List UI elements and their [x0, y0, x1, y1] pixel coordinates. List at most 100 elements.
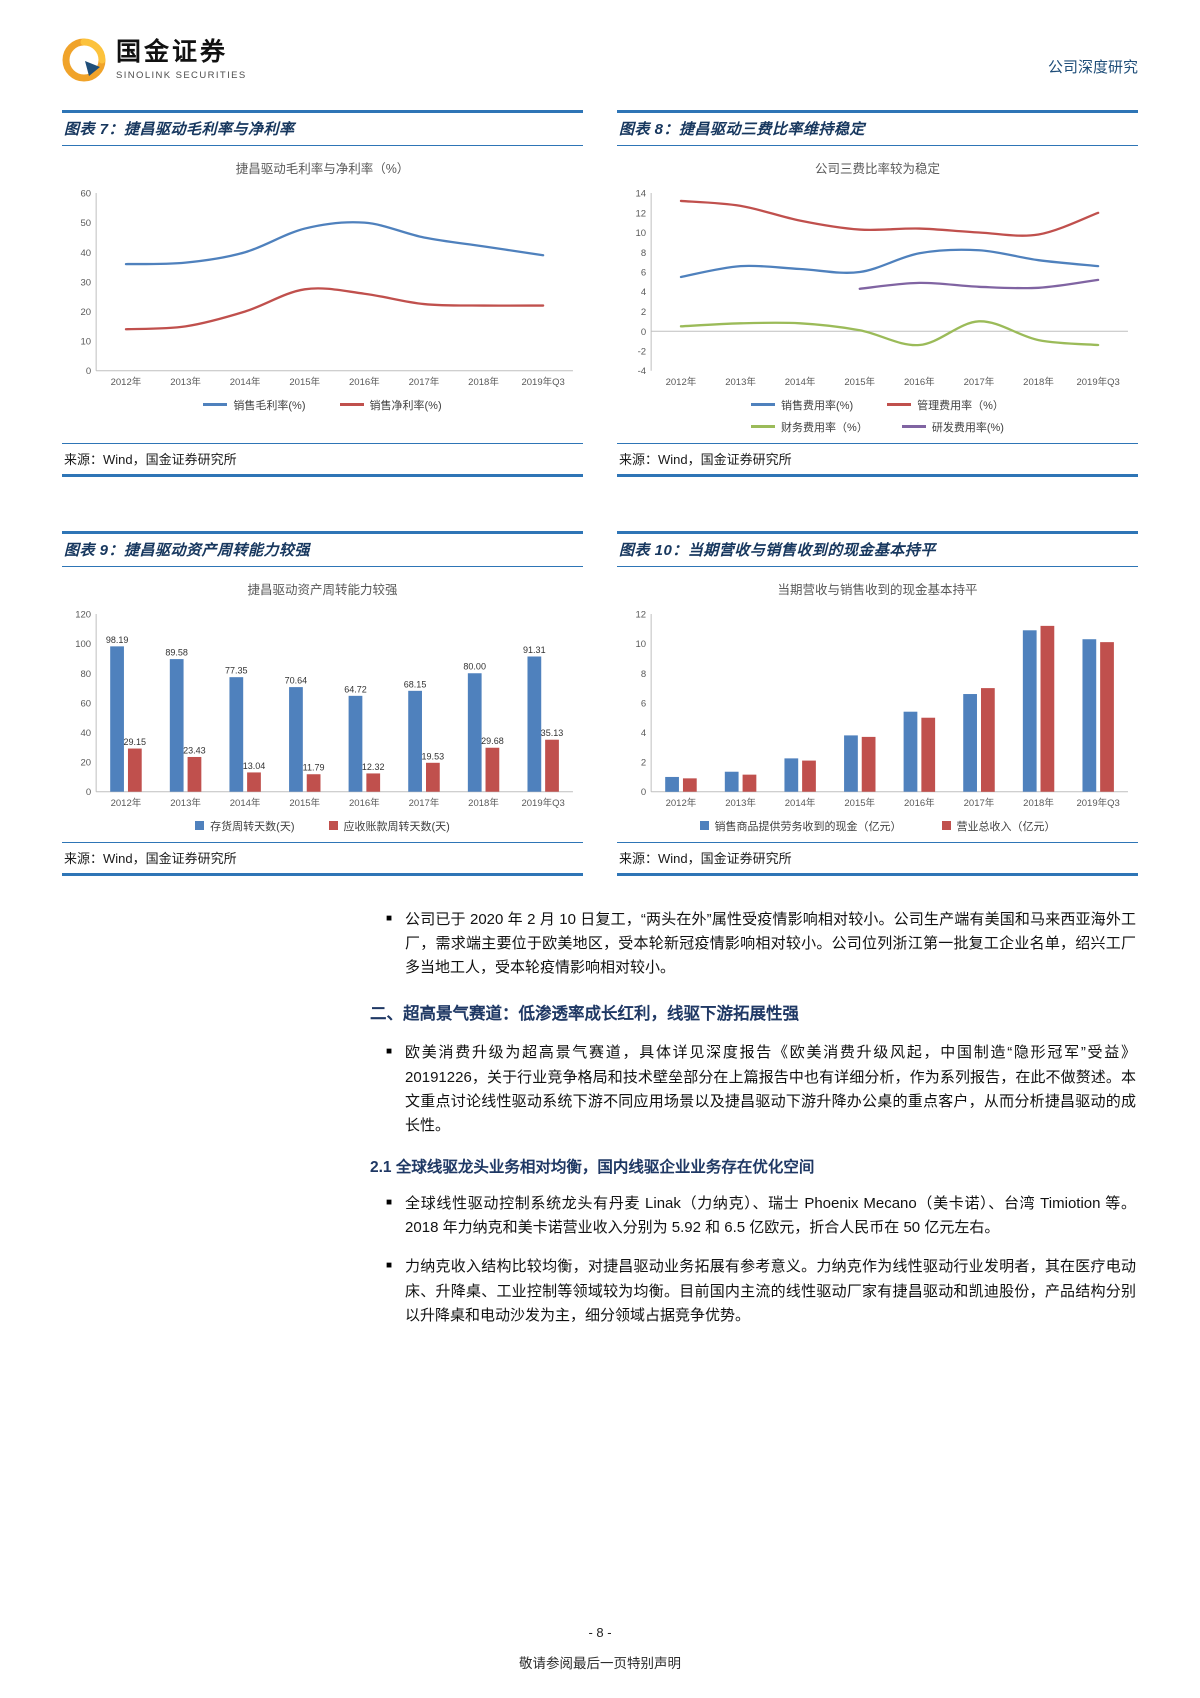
svg-text:30: 30	[81, 277, 92, 288]
legend-square-marker-icon	[195, 821, 205, 831]
chart-7-legend: 销售毛利率(%) 销售净利率(%)	[203, 397, 442, 413]
svg-text:23.43: 23.43	[183, 745, 206, 755]
svg-text:2019年Q3: 2019年Q3	[521, 376, 564, 388]
section-2-1-heading: 2.1 全球线驱龙头业务相对均衡，国内线驱企业业务存在优化空间	[370, 1158, 815, 1176]
legend-label: 研发费用率(%)	[931, 421, 1004, 434]
legend-label: 销售商品提供劳务收到的现金（亿元）	[714, 820, 902, 833]
legend-label: 应收账款周转天数(天)	[343, 820, 450, 833]
svg-text:8: 8	[641, 248, 646, 259]
svg-text:2017年: 2017年	[964, 376, 995, 388]
legend-line-marker-icon	[887, 403, 912, 407]
legend-item: 销售净利率(%)	[339, 397, 442, 413]
legend-item: 销售费用率(%)	[751, 397, 853, 413]
bullet-square-icon: ■	[386, 912, 393, 924]
svg-text:4: 4	[641, 287, 647, 298]
svg-text:2012年: 2012年	[111, 376, 142, 388]
legend-line-marker-icon	[339, 403, 364, 407]
legend-item: 销售毛利率(%)	[203, 397, 306, 413]
chart-9-legend: 存货周转天数(天) 应收账款周转天数(天)	[195, 818, 450, 834]
chart-10-plot: 0 2 4 6 8 10 12 2012年 2013年 2014年 2015年 2016年 2017年 2…	[619, 606, 1136, 812]
page-header: 国金证券 SINOLINK SECURITIES 公司深度研究	[62, 38, 1138, 82]
chart-7-title: 捷昌驱动毛利率与净利率（%）	[235, 162, 410, 176]
svg-text:29.68: 29.68	[481, 736, 504, 746]
chart-10-title: 当期营收与销售收到的现金基本持平	[777, 582, 978, 597]
svg-text:2016年: 2016年	[904, 376, 935, 388]
svg-text:77.35: 77.35	[225, 665, 248, 675]
figure-8-body: 公司三费比率较为稳定 -4 -2 0 2 4 6 8 10 12 14 2012年 2013年 2014…	[617, 146, 1138, 443]
svg-text:2014年: 2014年	[230, 797, 261, 809]
figure-9-source: 来源：Wind，国金证券研究所	[62, 841, 583, 876]
bullet-leaders-text: 全球线性驱动控制系统龙头有丹麦 Linak（力纳克）、瑞士 Phoenix Me…	[405, 1194, 1136, 1236]
svg-text:2015年: 2015年	[289, 797, 320, 809]
svg-text:2: 2	[641, 307, 646, 318]
bullet-linak-text: 力纳克收入结构比较均衡，对捷昌驱动业务拓展有参考意义。力纳克作为线性驱动行业发明…	[405, 1258, 1136, 1324]
svg-text:100: 100	[75, 639, 91, 650]
svg-text:98.19: 98.19	[106, 635, 129, 645]
svg-text:12: 12	[636, 609, 647, 620]
svg-text:2016年: 2016年	[349, 797, 380, 809]
bullet-square-icon: ■	[386, 1046, 393, 1058]
legend-item: 研发费用率(%)	[901, 419, 1004, 435]
svg-text:8: 8	[641, 669, 646, 680]
legend-label: 管理费用率（%）	[917, 399, 1004, 412]
svg-text:6: 6	[641, 698, 646, 709]
svg-text:0: 0	[86, 366, 91, 377]
svg-text:2017年: 2017年	[964, 797, 995, 809]
figure-8-source: 来源：Wind，国金证券研究所	[617, 442, 1138, 477]
svg-text:2014年: 2014年	[230, 376, 261, 388]
chart-8-plot: -4 -2 0 2 4 6 8 10 12 14 2012年 2013年 2014年 2015年 2016年…	[619, 185, 1136, 391]
svg-text:91.31: 91.31	[523, 645, 546, 655]
page-footer: - 8 - 敬请参阅最后一页特别声明	[62, 1625, 1138, 1672]
svg-text:2013年: 2013年	[725, 797, 756, 809]
legend-item: 应收账款周转天数(天)	[328, 818, 450, 834]
svg-text:2013年: 2013年	[170, 797, 201, 809]
bullet-square-icon: ■	[386, 1260, 393, 1272]
figure-8-caption: 图表 8：捷昌驱动三费比率维持稳定	[617, 110, 1138, 146]
svg-text:2015年: 2015年	[844, 797, 875, 809]
svg-text:2015年: 2015年	[844, 376, 875, 388]
legend-line-marker-icon	[901, 425, 926, 429]
legend-square-marker-icon	[699, 821, 709, 831]
legend-item: 存货周转天数(天)	[195, 818, 295, 834]
svg-text:60: 60	[81, 189, 92, 200]
svg-text:19.53: 19.53	[422, 751, 445, 761]
svg-text:10: 10	[636, 228, 647, 239]
bullet-square-icon: ■	[386, 1196, 393, 1208]
svg-text:2013年: 2013年	[725, 376, 756, 388]
svg-text:80: 80	[81, 669, 92, 680]
legend-label: 营业总收入（亿元）	[956, 820, 1056, 833]
figure-7-caption: 图表 7：捷昌驱动毛利率与净利率	[62, 110, 583, 146]
svg-text:2012年: 2012年	[111, 797, 142, 809]
legend-label: 销售费用率(%)	[781, 399, 854, 412]
svg-text:2012年: 2012年	[666, 797, 697, 809]
svg-text:2014年: 2014年	[785, 376, 816, 388]
legend-label: 财务费用率（%）	[781, 421, 868, 434]
chart-8-legend: 销售费用率(%) 管理费用率（%） 财务费用率（%） 研发费用率(%)	[728, 397, 1028, 435]
legend-item: 销售商品提供劳务收到的现金（亿元）	[699, 818, 902, 834]
bullet-linak: ■ 力纳克收入结构比较均衡，对捷昌驱动业务拓展有参考意义。力纳克作为线性驱动行业…	[370, 1255, 1136, 1328]
svg-text:0: 0	[86, 787, 91, 798]
svg-text:10: 10	[81, 337, 92, 348]
svg-text:70.64: 70.64	[285, 675, 308, 685]
svg-text:2018年: 2018年	[468, 376, 499, 388]
svg-text:14: 14	[636, 189, 647, 200]
legend-square-marker-icon	[328, 821, 338, 831]
svg-text:4: 4	[641, 728, 647, 739]
report-type-label: 公司深度研究	[1047, 59, 1138, 76]
svg-text:2016年: 2016年	[349, 376, 380, 388]
svg-text:2013年: 2013年	[170, 376, 201, 388]
svg-text:10: 10	[636, 639, 647, 650]
figure-10: 图表 10：当期营收与销售收到的现金基本持平 当期营收与销售收到的现金基本持平 …	[617, 530, 1138, 876]
figure-9: 图表 9：捷昌驱动资产周转能力较强 捷昌驱动资产周转能力较强 0 20 40 60 80…	[62, 530, 583, 876]
svg-text:60: 60	[81, 698, 92, 709]
chart-8-title: 公司三费比率较为稳定	[814, 162, 940, 176]
svg-text:64.72: 64.72	[344, 684, 367, 694]
svg-text:35.13: 35.13	[541, 728, 564, 738]
svg-text:29.15: 29.15	[124, 737, 147, 747]
chart-10-legend: 销售商品提供劳务收到的现金（亿元） 营业总收入（亿元）	[699, 818, 1056, 834]
figure-9-body: 捷昌驱动资产周转能力较强 0 20 40 60 80 100 120 2012年 2013年 20…	[62, 567, 583, 842]
svg-text:89.58: 89.58	[165, 647, 188, 657]
svg-text:2017年: 2017年	[409, 797, 440, 809]
figure-7: 图表 7：捷昌驱动毛利率与净利率 捷昌驱动毛利率与净利率（%） 0 10 20 30 4…	[62, 110, 583, 477]
svg-text:2019年Q3: 2019年Q3	[1076, 797, 1119, 809]
